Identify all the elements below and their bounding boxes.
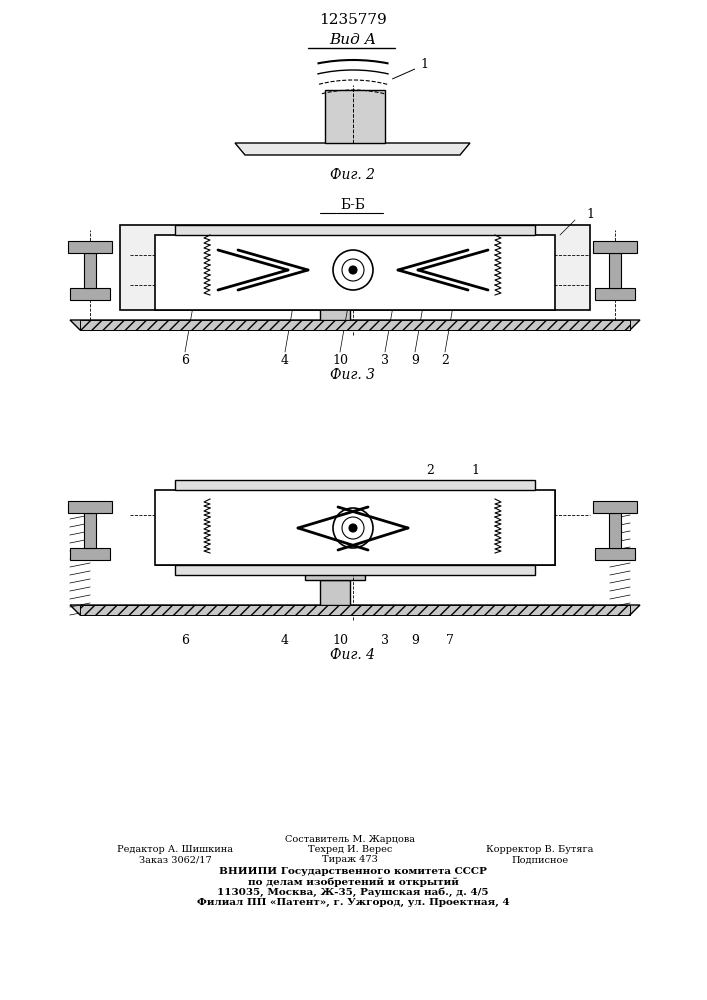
Bar <box>68 241 112 253</box>
Bar <box>320 295 350 320</box>
Text: Б-Б: Б-Б <box>341 483 366 497</box>
Polygon shape <box>70 320 640 330</box>
Text: Корректор В. Бутяга: Корректор В. Бутяга <box>486 846 594 854</box>
Text: Техред И. Верес: Техред И. Верес <box>308 846 392 854</box>
Bar <box>609 253 621 288</box>
Ellipse shape <box>349 266 357 274</box>
Bar <box>320 580 350 605</box>
Text: Тираж 473: Тираж 473 <box>322 856 378 864</box>
Text: Подписное: Подписное <box>511 856 568 864</box>
Text: ВНИИПИ Государственного комитета СССР: ВНИИПИ Государственного комитета СССР <box>219 867 487 876</box>
Text: 1: 1 <box>471 464 479 477</box>
Text: 2: 2 <box>441 354 449 366</box>
Text: 1: 1 <box>586 209 594 222</box>
Bar <box>305 565 365 580</box>
Bar <box>305 280 365 295</box>
Text: 10: 10 <box>332 634 348 647</box>
Bar <box>325 90 385 143</box>
Text: 3: 3 <box>381 634 389 647</box>
Bar <box>155 490 555 565</box>
Bar <box>155 235 555 310</box>
Bar <box>593 241 637 253</box>
Bar <box>84 253 96 288</box>
Text: 9: 9 <box>411 634 419 647</box>
Bar <box>120 225 590 310</box>
Bar <box>70 548 110 560</box>
Text: 1235779: 1235779 <box>319 13 387 27</box>
Text: Фиг. 3: Фиг. 3 <box>330 368 375 382</box>
Bar <box>175 480 535 490</box>
Text: 6: 6 <box>181 634 189 647</box>
Text: Фиг. 2: Фиг. 2 <box>330 168 375 182</box>
Text: 10: 10 <box>332 354 348 366</box>
Bar <box>84 513 96 548</box>
Bar <box>80 605 630 615</box>
Text: Редактор А. Шишкина: Редактор А. Шишкина <box>117 846 233 854</box>
Text: Фиг. 4: Фиг. 4 <box>330 648 375 662</box>
Polygon shape <box>70 605 640 615</box>
Text: 3: 3 <box>381 354 389 366</box>
Bar <box>490 490 555 565</box>
Bar <box>593 501 637 513</box>
Bar <box>155 490 220 565</box>
Text: 7: 7 <box>446 634 454 647</box>
Ellipse shape <box>333 250 373 290</box>
Text: Б-Б: Б-Б <box>341 198 366 212</box>
Text: Вид А: Вид А <box>329 33 377 47</box>
Text: Заказ 3062/17: Заказ 3062/17 <box>139 856 211 864</box>
Text: 9: 9 <box>411 354 419 366</box>
Bar <box>68 501 112 513</box>
Bar <box>70 288 110 300</box>
Text: 1: 1 <box>392 58 428 79</box>
Bar <box>80 320 630 330</box>
Text: 6: 6 <box>181 354 189 366</box>
Ellipse shape <box>349 524 357 532</box>
Text: 4: 4 <box>281 634 289 647</box>
Text: Филиал ПП «Патент», г. Ужгород, ул. Проектная, 4: Филиал ПП «Патент», г. Ужгород, ул. Прое… <box>197 897 509 907</box>
Text: 4: 4 <box>281 354 289 366</box>
Text: 2: 2 <box>426 464 434 477</box>
Polygon shape <box>235 143 470 155</box>
Text: Составитель М. Жарцова: Составитель М. Жарцова <box>285 836 415 844</box>
Text: по делам изобретений и открытий: по делам изобретений и открытий <box>247 877 458 887</box>
Ellipse shape <box>333 508 373 548</box>
Bar <box>595 548 635 560</box>
Bar <box>609 513 621 548</box>
Bar <box>175 565 535 575</box>
Text: 113035, Москва, Ж-35, Раушская наб., д. 4/5: 113035, Москва, Ж-35, Раушская наб., д. … <box>217 887 489 897</box>
Bar <box>595 288 635 300</box>
Bar <box>175 225 535 235</box>
